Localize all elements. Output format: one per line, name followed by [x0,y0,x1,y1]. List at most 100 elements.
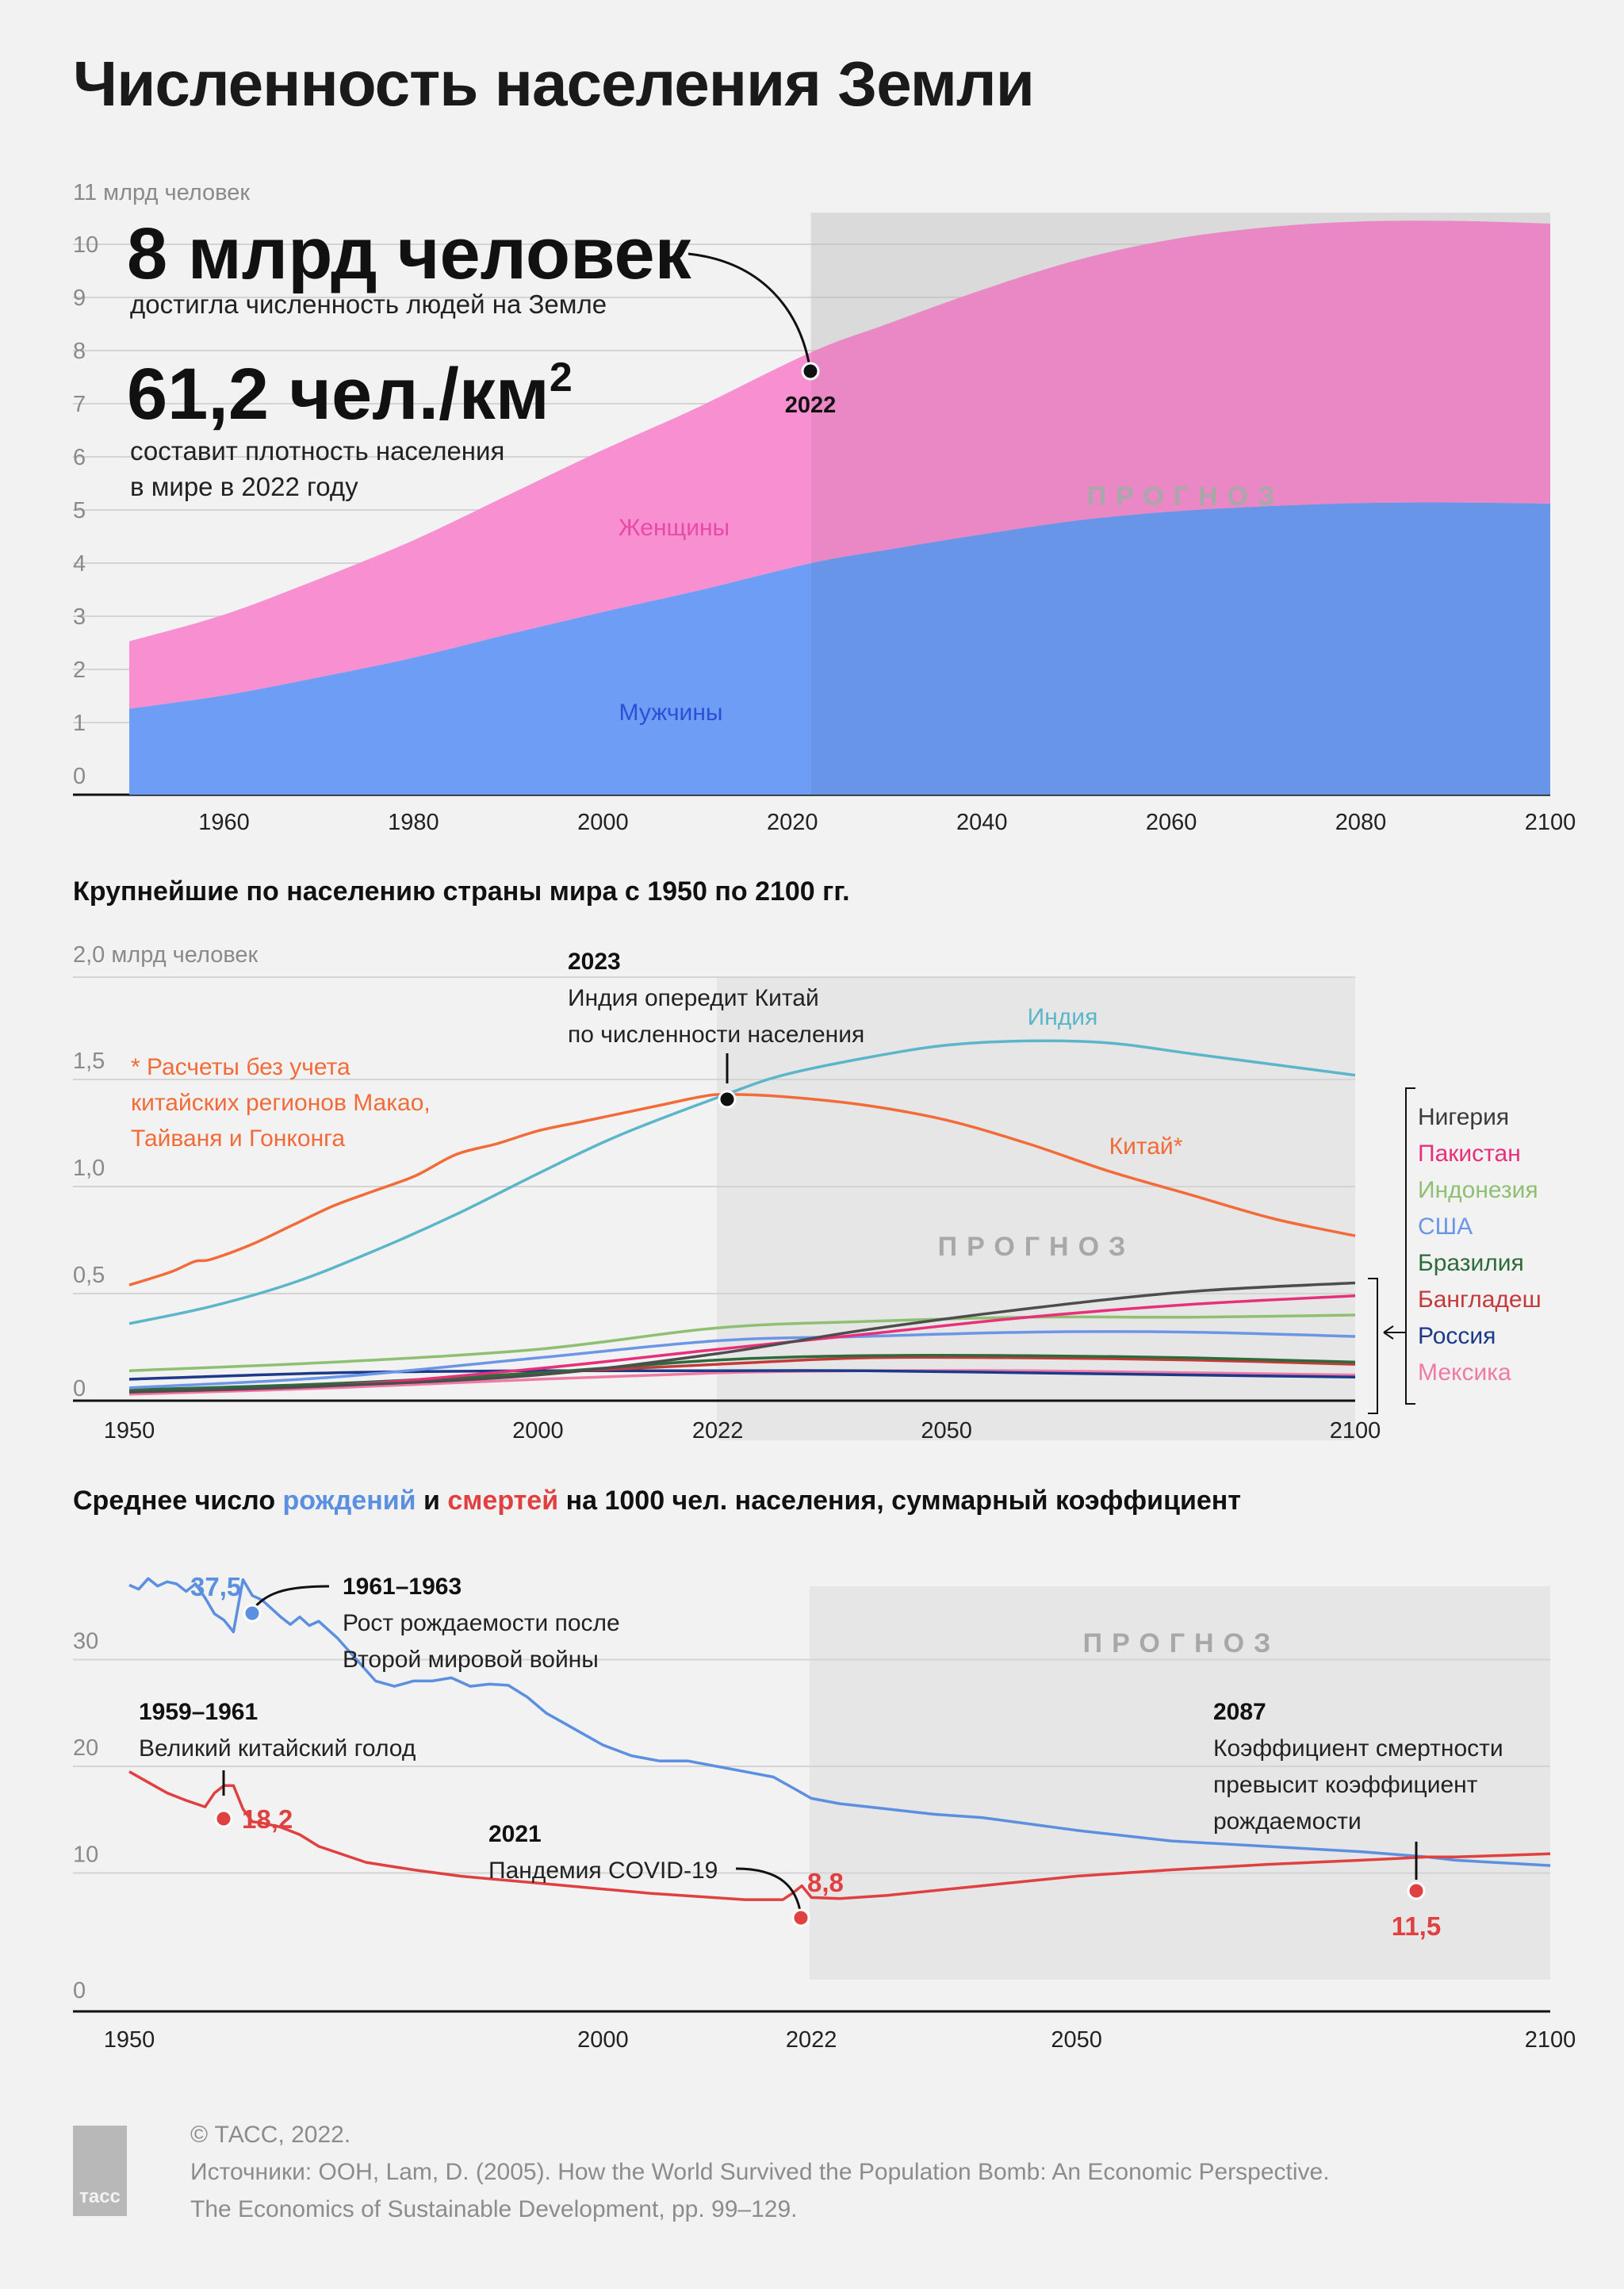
india-label: Индия [1028,1004,1098,1030]
x-tick-label: 2022 [692,1418,744,1444]
legend-bracket-small [1368,1278,1378,1414]
men-area [129,502,1550,795]
series-line [128,1039,1356,1325]
men-label: Мужчины [619,700,723,726]
series-line [128,1369,1356,1381]
x-tick-label: 1960 [198,810,250,835]
y-tick-label: 1,0 [73,1156,105,1181]
famine-value: 18,2 [242,1804,293,1834]
forecast-label: ПРОГНОЗ [938,1232,1136,1262]
forecast-label: ПРОГНОЗ [1083,1628,1281,1658]
legend-bracket-all [1405,1087,1415,1405]
x-tick-label: 1950 [104,1418,155,1444]
china-label: Китай* [1109,1133,1183,1160]
copyright: © ТАСС, 2022. [190,2122,351,2148]
y-tick-label: 8 [73,339,86,364]
x-tick-label: 2050 [921,1418,972,1444]
cross-point [1407,1881,1426,1900]
forecast-shade [811,213,1550,795]
legend-item: Россия [1418,1323,1496,1349]
x-tick-label: 2000 [577,810,629,835]
chart3-title: Среднее число рождений и смертей на 1000… [73,1486,1241,1516]
boom-leader [251,1585,330,1611]
china-note-2: китайских регионов Макао, [131,1090,431,1116]
legend-item: США [1418,1214,1473,1240]
y-tick-label: 3 [73,604,86,630]
density-superscript: 2 [550,355,573,401]
y-tick-label: 0 [73,764,86,789]
chart2-title: Крупнейшие по населению страны мира с 19… [73,876,850,907]
chart3-title-part-1: Среднее число [73,1486,283,1516]
density-value: 61,2 чел./км2 [127,354,573,435]
density-text-2: в мире в 2022 году [130,472,358,501]
legend-item: Пакистан [1418,1141,1521,1167]
cross-year: 2087 [1213,1699,1266,1725]
population-area-chart: 11 млрд человек 0 1 2 3 4 5 6 7 8 9 10 1960 1980 200… [73,180,1576,835]
legend-item: Бангладеш [1418,1286,1542,1313]
y-tick-label: 1 [73,711,86,736]
covid-text: Пандемия COVID-19 [488,1858,718,1884]
series-line [128,1313,1356,1372]
legend-arrow [1383,1325,1406,1340]
covid-point [791,1908,810,1927]
x-tick-label: 2000 [577,2027,629,2053]
x-tick-label: 2022 [786,2027,837,2053]
y-axis-label: 11 млрд человек [73,180,250,205]
series-line [128,1281,1356,1394]
legend-item: Мексика [1418,1359,1511,1386]
sources-line-2: The Economics of Sustainable Development… [190,2196,798,2222]
x-tick-label: 2000 [512,1418,564,1444]
covid-leader [735,1867,802,1916]
forecast-label: ПРОГНОЗ [1087,481,1285,512]
x-tick-label: 2020 [767,810,818,835]
y-tick-label: 1,5 [73,1049,105,1074]
annotation-text-2: по численности населения [568,1022,864,1048]
annotation-text-1: Индия опередит Китай [568,985,819,1011]
x-tick-label: 2100 [1330,1418,1381,1444]
chart3-title-births: рождений [282,1486,416,1516]
series-line [128,1330,1356,1390]
sources-line-1: Источники: ООН, Lam, D. (2005). How the … [190,2159,1330,2185]
callout-line [688,252,812,372]
boom-point [243,1604,262,1623]
boom-text-2: Второй мировой войны [343,1647,599,1673]
headline-text: достигла численность людей на Земле [130,289,607,319]
chart3-title-part-5: на 1000 чел. населения, суммарный коэффи… [558,1486,1241,1516]
y-tick-label: 2 [73,658,86,683]
forecast-region [810,1586,1550,1980]
boom-year: 1961–1963 [343,1574,462,1600]
chart3-title-deaths: смертей [447,1486,559,1516]
boom-value: 37,5 [190,1572,241,1601]
legend-item: Бразилия [1418,1250,1524,1276]
y-axis-label: 2,0 млрд человек [73,942,259,968]
cross-text-1: Коэффициент смертности [1213,1735,1503,1762]
covid-value: 8,8 [807,1868,844,1897]
y-tick-label: 6 [73,445,86,470]
chart3-title-part-3: и [416,1486,448,1516]
x-tick-label: 2040 [956,810,1008,835]
women-area [129,220,1550,709]
density-text-1: составит плотность населения [130,436,504,466]
y-tick-label: 4 [73,551,86,577]
x-tick-label: 2100 [1525,810,1576,835]
cross-text-2: превысит коэффициент [1213,1772,1478,1798]
x-tick-label: 2060 [1146,810,1197,835]
series-line [128,1354,1356,1392]
women-label: Женщины [619,515,730,541]
y-tick-label: 7 [73,392,86,417]
legend-item: Индонезия [1418,1177,1538,1203]
cross-text-3: рождаемости [1213,1808,1362,1835]
series-line [128,1093,1356,1286]
china-note-3: Тайваня и Гонконга [131,1125,345,1152]
covid-year: 2021 [488,1821,542,1847]
tass-logo: тасс [73,2126,127,2216]
x-tick-label: 2050 [1051,2027,1102,2053]
crossover-point [718,1090,737,1109]
highlight-year: 2022 [785,393,837,418]
y-tick-label: 30 [73,1629,98,1654]
x-tick-label: 2100 [1525,2027,1576,2053]
y-tick-label: 20 [73,1735,98,1761]
x-tick-label: 1950 [104,2027,155,2053]
famine-year: 1959–1961 [139,1699,258,1725]
